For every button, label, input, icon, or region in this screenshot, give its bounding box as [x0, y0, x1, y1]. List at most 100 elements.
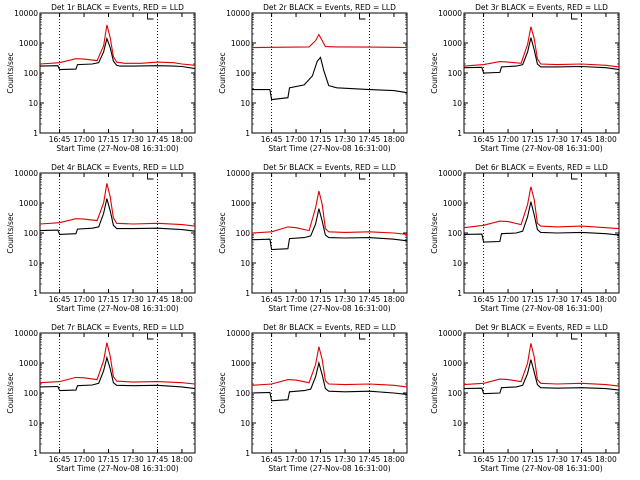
series-events-line [252, 56, 408, 101]
x-tick-label: 16:45 [49, 295, 71, 304]
x-tick-label: 17:30 [546, 455, 568, 464]
x-tick-label: 17:30 [546, 135, 568, 144]
chart-title: Det 6r BLACK = Events, RED = LLD [475, 163, 608, 172]
x-tick-label: 18:00 [595, 455, 617, 464]
x-tick-label: 17:00 [285, 455, 307, 464]
y-tick-label: 1000 [231, 359, 250, 368]
top-marker [147, 173, 154, 180]
y-axis-label: Counts/sec [218, 372, 227, 413]
x-axis-label: Start Time (27-Nov-08 16:31:00) [56, 144, 178, 153]
x-tick-label: 17:15 [98, 295, 120, 304]
chart-title: Det 5r BLACK = Events, RED = LLD [263, 163, 396, 172]
series-lld-line [251, 33, 408, 49]
y-tick-label: 1 [33, 289, 38, 298]
x-tick-label: 17:00 [73, 455, 95, 464]
series-lld-line [463, 343, 620, 387]
y-tick-label: 10000 [226, 169, 250, 178]
x-tick-label: 17:00 [497, 135, 519, 144]
y-tick-label: 10 [28, 419, 38, 428]
x-tick-label: 17:15 [522, 295, 544, 304]
x-axis-label: Start Time (27-Nov-08 16:31:00) [268, 304, 390, 313]
plot-frame [39, 12, 196, 134]
x-tick-label: 17:00 [73, 295, 95, 304]
y-tick-label: 100 [236, 229, 251, 238]
x-tick-label: 17:45 [571, 135, 593, 144]
x-tick-label: 18:00 [171, 135, 193, 144]
x-tick-label: 17:00 [285, 135, 307, 144]
y-tick-label: 1000 [231, 199, 250, 208]
plot-frame [39, 172, 196, 294]
top-marker [147, 13, 154, 20]
series-events-line [39, 355, 196, 392]
y-tick-label: 1 [457, 289, 462, 298]
y-axis-label: Counts/sec [6, 372, 15, 413]
y-tick-label: 10 [452, 419, 462, 428]
x-tick-label: 16:45 [261, 295, 283, 304]
y-tick-label: 10 [452, 99, 462, 108]
y-tick-label: 10 [28, 259, 38, 268]
y-tick-label: 10 [240, 99, 250, 108]
y-tick-label: 1000 [19, 359, 38, 368]
x-tick-label: 17:30 [122, 295, 144, 304]
x-tick-label: 17:30 [122, 455, 144, 464]
series-events-line [39, 36, 196, 71]
panel-1: Det 1r BLACK = Events, RED = LLD 1 10 100 10… [6, 3, 196, 153]
y-tick-label: 100 [448, 69, 463, 78]
chart-title: Det 9r BLACK = Events, RED = LLD [475, 323, 608, 332]
x-tick-label: 16:45 [49, 135, 71, 144]
x-tick-label: 17:45 [359, 295, 381, 304]
x-tick-label: 17:45 [147, 135, 169, 144]
x-tick-label: 16:45 [261, 135, 283, 144]
panel-7: Det 7r BLACK = Events, RED = LLD 1 10 100 10… [6, 323, 196, 473]
y-axis-label: Counts/sec [6, 52, 15, 93]
x-tick-label: 18:00 [383, 295, 405, 304]
panel-4: Det 4r BLACK = Events, RED = LLD 1 10 100 10… [6, 163, 196, 313]
y-tick-label: 10000 [226, 329, 250, 338]
y-axis-label: Counts/sec [430, 212, 439, 253]
y-tick-label: 1000 [19, 199, 38, 208]
series-lld-line [463, 186, 620, 230]
x-tick-label: 17:45 [359, 135, 381, 144]
x-axis-label: Start Time (27-Nov-08 16:31:00) [56, 304, 178, 313]
series-lld-line [251, 190, 408, 235]
x-tick-label: 16:45 [49, 455, 71, 464]
series-lld-line [463, 26, 620, 68]
y-tick-label: 100 [448, 389, 463, 398]
x-tick-label: 17:15 [310, 455, 332, 464]
x-tick-label: 18:00 [171, 295, 193, 304]
x-axis-label: Start Time (27-Nov-08 16:31:00) [480, 464, 602, 473]
y-axis-label: Counts/sec [430, 52, 439, 93]
x-tick-label: 16:45 [473, 455, 495, 464]
x-axis-label: Start Time (27-Nov-08 16:31:00) [268, 144, 390, 153]
x-tick-label: 17:15 [310, 135, 332, 144]
x-tick-label: 17:15 [522, 455, 544, 464]
x-tick-label: 17:00 [73, 135, 95, 144]
y-tick-label: 10000 [438, 169, 462, 178]
x-tick-label: 16:45 [473, 135, 495, 144]
plot-frame [251, 332, 408, 454]
series-lld-line [39, 183, 196, 227]
panel-8: Det 8r BLACK = Events, RED = LLD 1 10 100 10… [218, 323, 408, 473]
x-tick-label: 18:00 [171, 455, 193, 464]
series-events-line [463, 37, 620, 74]
chart-title: Det 3r BLACK = Events, RED = LLD [475, 3, 608, 12]
panel-9: Det 9r BLACK = Events, RED = LLD 1 10 100 10… [430, 323, 620, 473]
y-tick-label: 10000 [226, 9, 250, 18]
top-marker [359, 13, 366, 20]
panel-6: Det 6r BLACK = Events, RED = LLD 1 10 100 10… [430, 163, 620, 313]
y-tick-label: 100 [24, 389, 39, 398]
y-tick-label: 100 [236, 69, 251, 78]
chart-title: Det 7r BLACK = Events, RED = LLD [51, 323, 184, 332]
y-tick-label: 10000 [14, 9, 38, 18]
y-tick-label: 1 [457, 449, 462, 458]
y-tick-label: 1 [245, 289, 250, 298]
series-lld-line [39, 24, 196, 66]
x-tick-label: 17:15 [98, 135, 120, 144]
y-tick-label: 10000 [438, 329, 462, 338]
x-tick-label: 17:00 [497, 295, 519, 304]
chart-title: Det 4r BLACK = Events, RED = LLD [51, 163, 184, 172]
x-tick-label: 18:00 [383, 455, 405, 464]
series-events-line [463, 201, 620, 243]
x-tick-label: 18:00 [383, 135, 405, 144]
